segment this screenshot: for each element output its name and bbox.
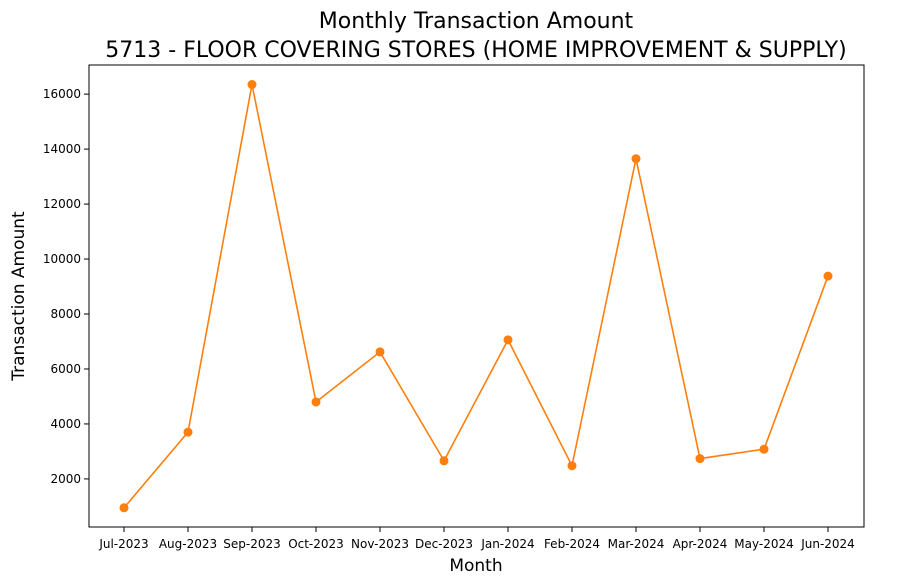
x-tick-label: Dec-2023 bbox=[415, 537, 473, 551]
data-point bbox=[567, 461, 577, 471]
x-tick-label: Jul-2023 bbox=[98, 537, 148, 551]
y-axis-label: Transaction Amount bbox=[9, 211, 29, 382]
data-point bbox=[823, 271, 833, 281]
y-tick-label: 14000 bbox=[43, 142, 81, 156]
plot-frame bbox=[88, 64, 865, 528]
x-tick-label: Mar-2024 bbox=[608, 537, 665, 551]
data-point bbox=[439, 456, 449, 466]
series-path bbox=[123, 84, 829, 509]
data-point bbox=[375, 347, 385, 357]
data-point bbox=[247, 80, 257, 90]
y-tick-label: 16000 bbox=[43, 87, 81, 101]
x-axis-label: Month bbox=[449, 556, 502, 576]
y-tick-label: 8000 bbox=[50, 307, 81, 321]
data-point bbox=[631, 154, 641, 164]
y-tick-label: 6000 bbox=[50, 362, 81, 376]
series-line bbox=[119, 80, 833, 513]
data-point bbox=[759, 444, 769, 454]
plot-area bbox=[88, 64, 865, 528]
y-tick-label: 2000 bbox=[50, 472, 81, 486]
x-tick-label: Jan-2024 bbox=[480, 537, 534, 551]
x-tick-label: Feb-2024 bbox=[544, 537, 600, 551]
x-axis: Jul-2023 Aug-2023 Sep-2023 Oct-2023 Nov-2023… bbox=[98, 527, 855, 551]
chart-title-line2: 5713 - FLOOR COVERING STORES (HOME IMPRO… bbox=[105, 38, 846, 63]
y-tick-label: 10000 bbox=[43, 252, 81, 266]
x-tick-label: Jun-2024 bbox=[800, 537, 855, 551]
x-tick-label: Sep-2023 bbox=[223, 537, 281, 551]
x-tick-label: May-2024 bbox=[734, 537, 793, 551]
data-point bbox=[183, 427, 193, 437]
x-tick-label: Oct-2023 bbox=[288, 537, 344, 551]
x-tick-label: Aug-2023 bbox=[159, 537, 217, 551]
y-tick-label: 12000 bbox=[43, 197, 81, 211]
data-point bbox=[695, 454, 705, 464]
x-tick-label: Nov-2023 bbox=[351, 537, 409, 551]
x-tick-label: Apr-2024 bbox=[673, 537, 728, 551]
data-point bbox=[119, 503, 129, 513]
y-tick-label: 4000 bbox=[50, 417, 81, 431]
y-axis: 2000 4000 6000 8000 10000 12000 14000 16000 bbox=[43, 87, 89, 486]
chart-title-line1: Monthly Transaction Amount bbox=[319, 9, 634, 34]
data-point bbox=[503, 335, 513, 345]
data-point bbox=[311, 397, 321, 407]
